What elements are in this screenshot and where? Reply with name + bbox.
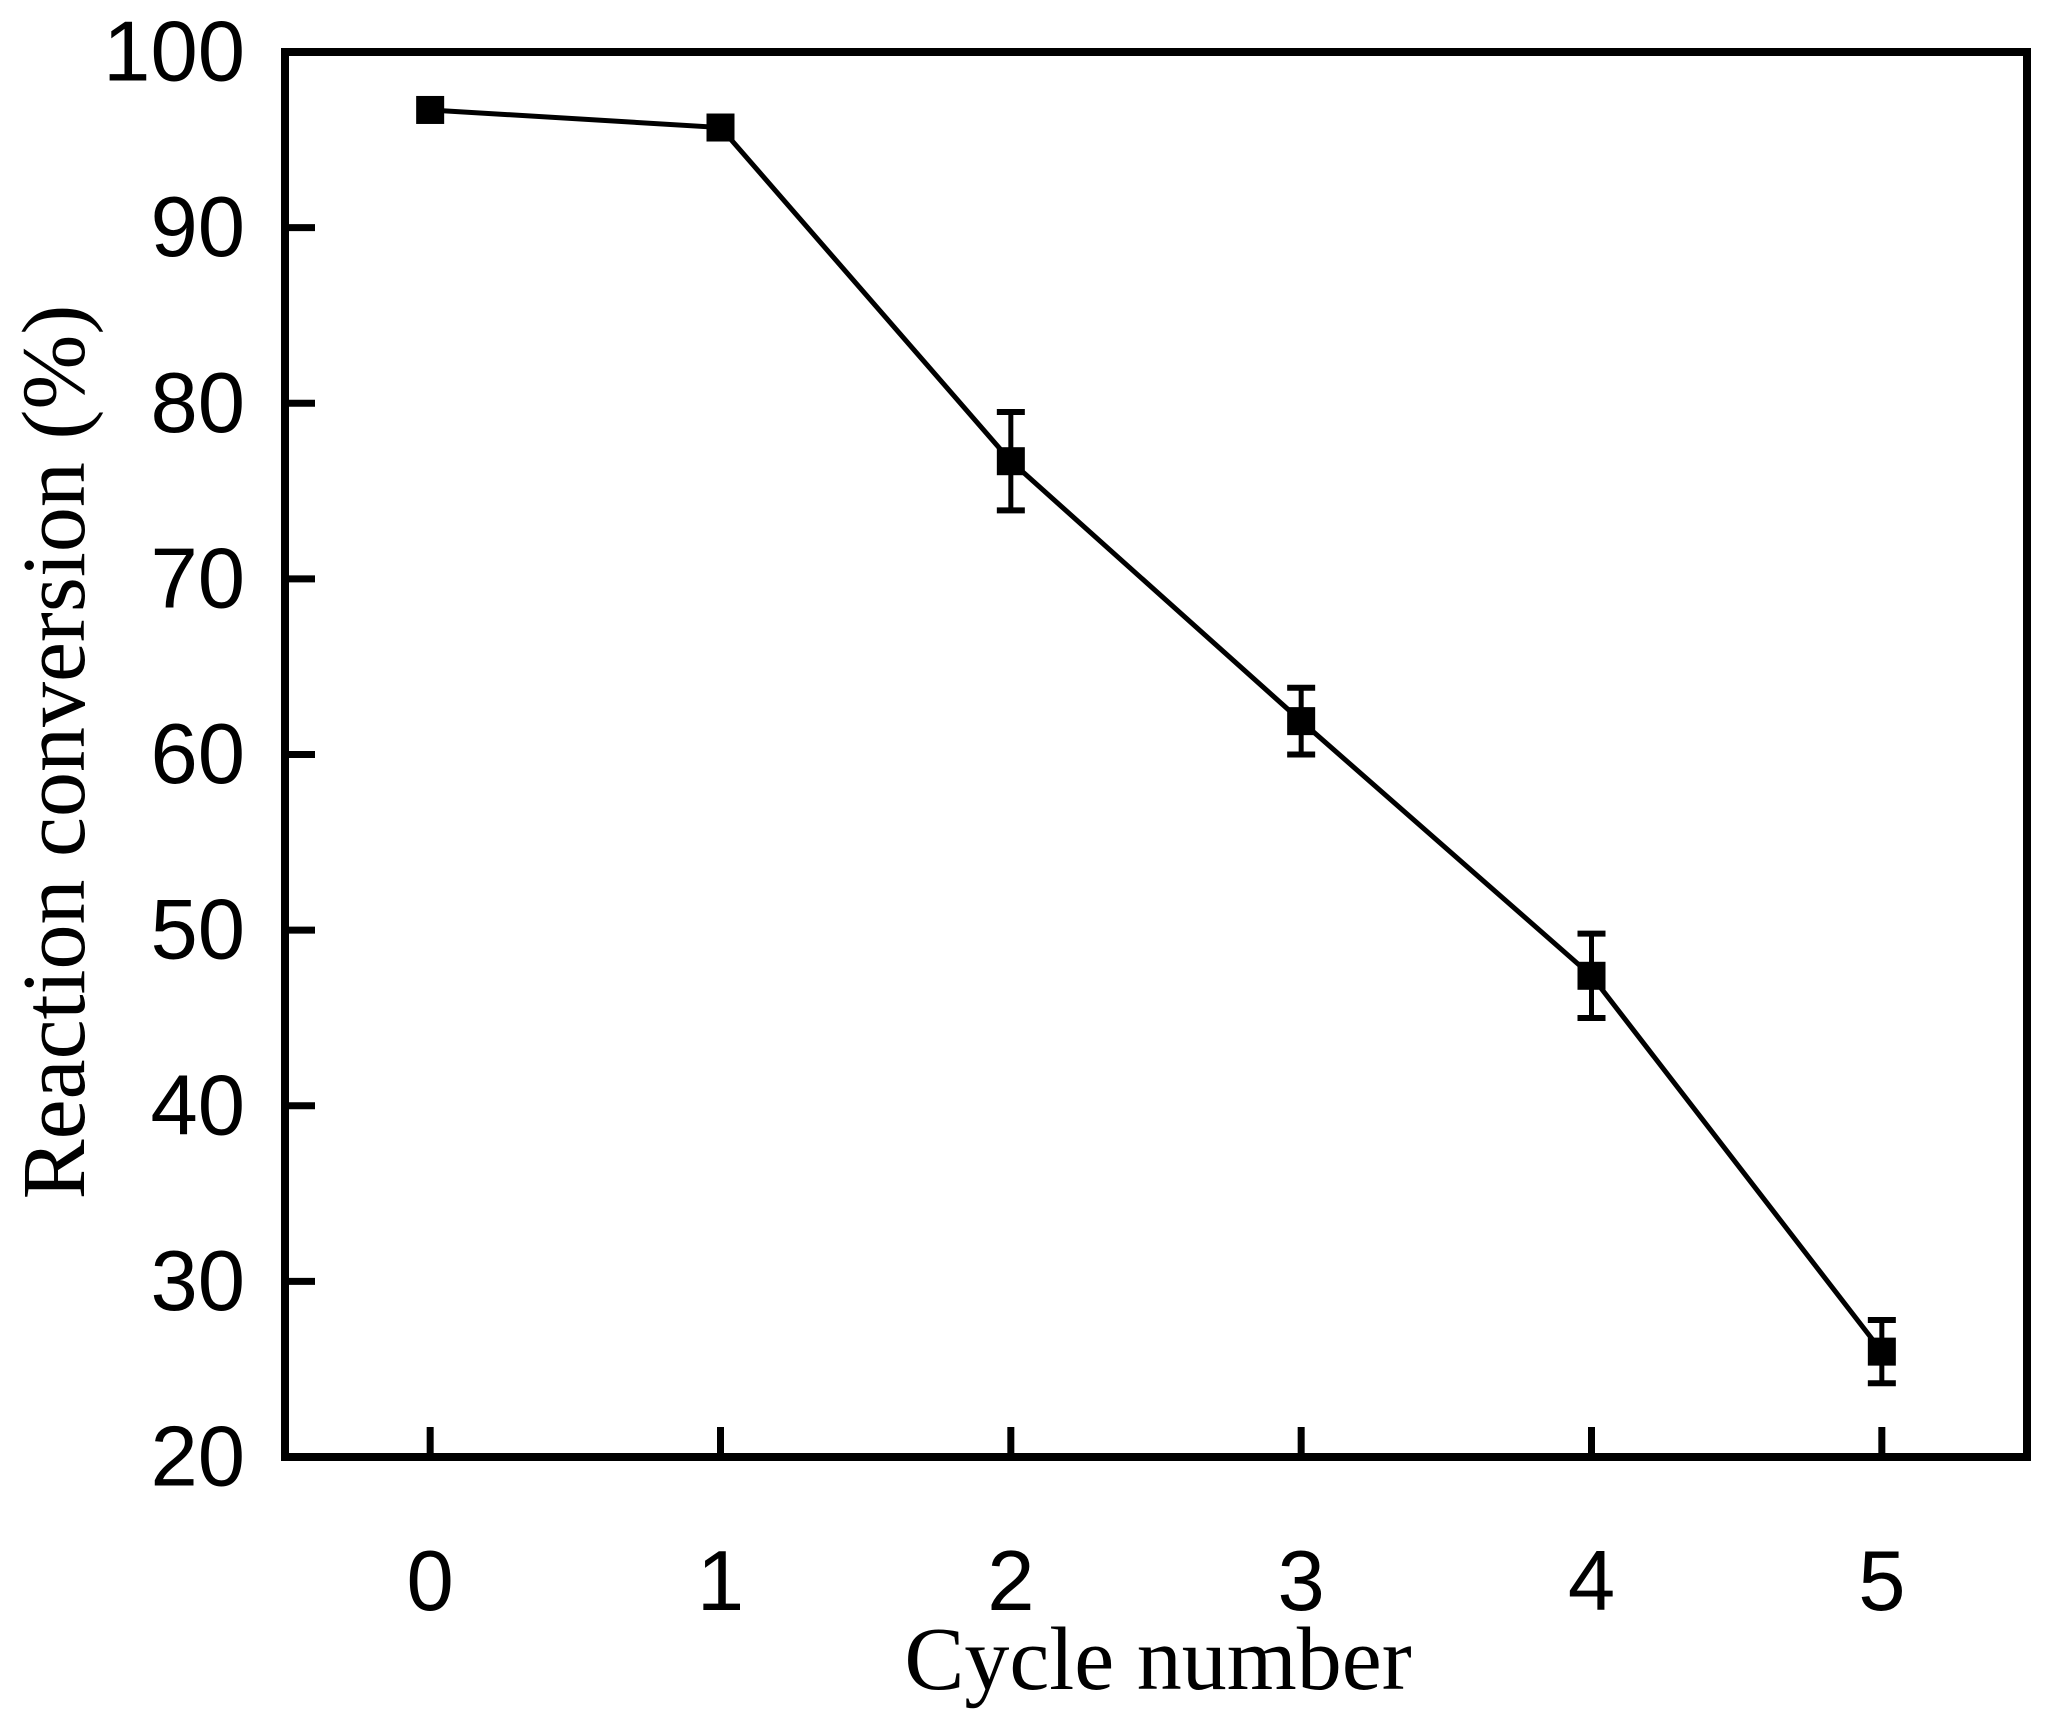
y-tick-label: 20 [150, 1410, 245, 1505]
x-tick-label: 2 [987, 1534, 1034, 1629]
y-tick-label: 30 [150, 1234, 245, 1329]
x-tick-label: 5 [1858, 1534, 1905, 1629]
x-tick-label: 3 [1278, 1534, 1325, 1629]
data-point-marker [1577, 961, 1606, 990]
data-line [430, 107, 1884, 1354]
x-tick-label: 4 [1568, 1534, 1615, 1629]
y-tick-label: 70 [150, 531, 245, 626]
plot-frame [281, 48, 2031, 1461]
data-point-marker [1867, 1337, 1896, 1366]
y-tick-label: 80 [150, 356, 245, 451]
data-point-marker [1287, 707, 1316, 736]
data-point-marker [996, 447, 1025, 476]
data-point-marker [706, 113, 735, 142]
x-tick-label: 0 [407, 1534, 454, 1629]
y-tick-label: 40 [150, 1058, 245, 1153]
y-tick-label: 50 [150, 883, 245, 978]
data-point-marker [416, 95, 445, 124]
y-axis-title: Reaction conversion (%) [5, 304, 104, 1200]
y-tick-label: 100 [103, 5, 245, 100]
y-tick-label: 90 [150, 180, 245, 275]
y-tick-label: 60 [150, 707, 245, 802]
x-axis-title: Cycle number [904, 1610, 1412, 1709]
x-tick-label: 1 [697, 1534, 744, 1629]
